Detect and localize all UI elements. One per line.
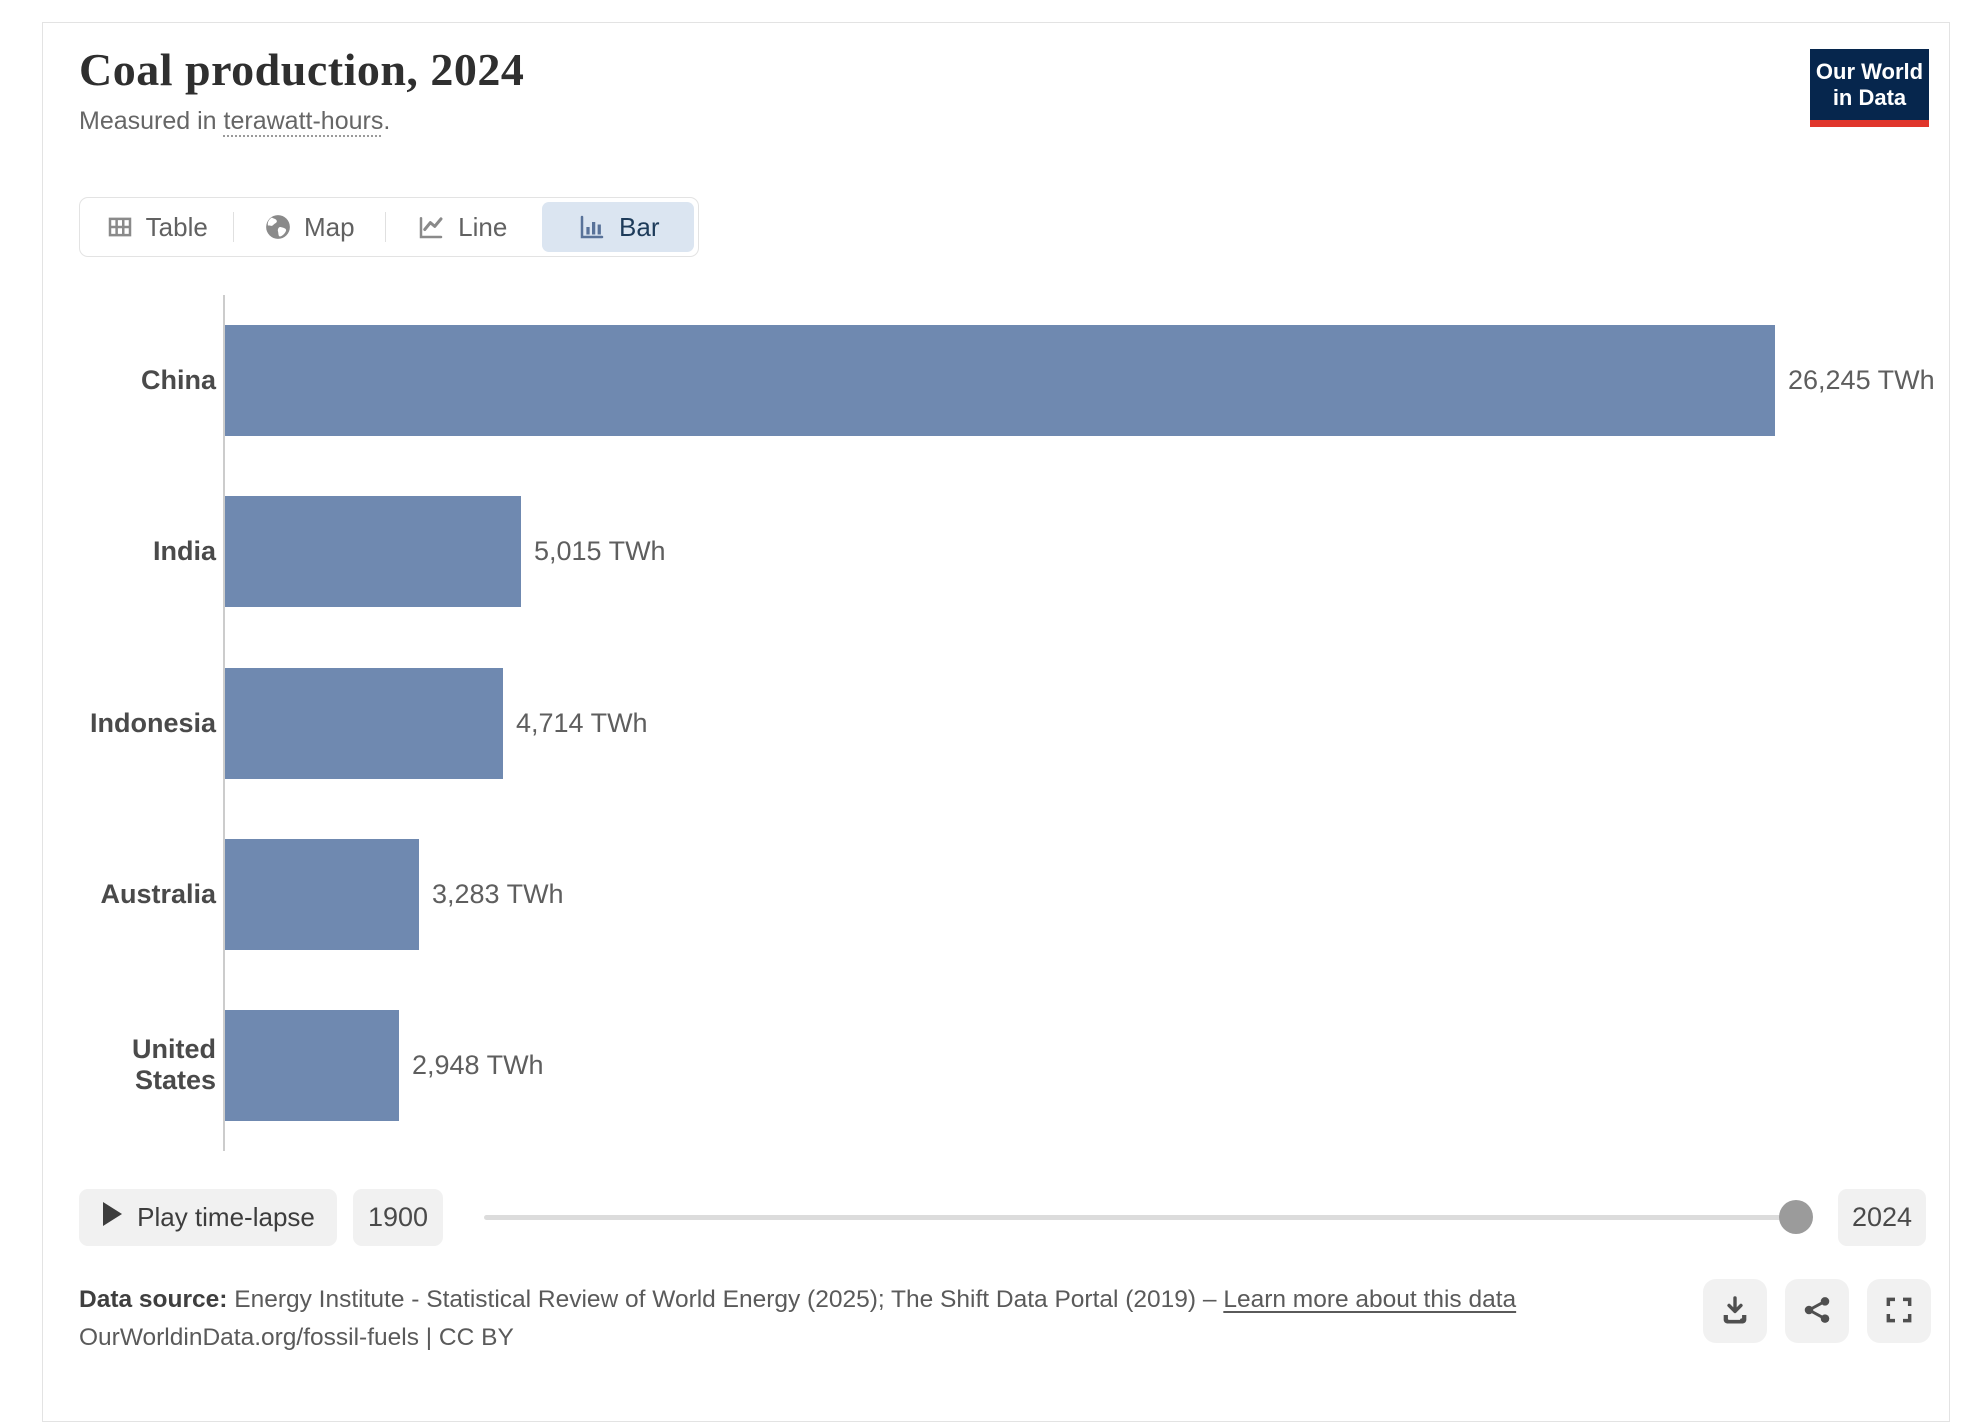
table-icon [105,212,135,242]
bar-area: 26,245 TWh [223,295,1935,467]
bar-value-label: 26,245 TWh [1788,365,1935,396]
tab-map[interactable]: Map [232,198,386,256]
source-text: Energy Institute - Statistical Review of… [227,1286,1224,1313]
download-icon [1718,1293,1752,1330]
owid-logo-line1: Our World [1815,58,1924,84]
bar-value-label: 4,714 TWh [516,707,648,738]
owid-logo-line2: in Data [1832,84,1907,110]
tab-table[interactable]: Table [80,198,233,256]
timeline-end-year[interactable]: 2024 [1838,1189,1926,1246]
category-label: Indonesia [89,707,216,738]
bar-value-label: 3,283 TWh [432,878,564,909]
share-icon [1801,1294,1833,1329]
tab-label: Bar [619,211,660,242]
subtitle-suffix: . [383,107,391,135]
bar-area: 5,015 TWh [223,466,1931,638]
fullscreen-icon [1883,1294,1915,1329]
subtitle-term-link[interactable]: terawatt-hours [223,107,384,135]
category-label: Australia [100,878,216,909]
bar-area: 2,948 TWh [223,979,1931,1152]
globe-icon [263,212,293,242]
share-button[interactable] [1785,1279,1849,1343]
bar-value-label: 5,015 TWh [534,536,666,567]
source-label: Data source: [79,1286,228,1313]
play-icon [101,1201,123,1234]
tab-label: Line [458,211,508,242]
bar-row: India 5,015 TWh [79,466,1931,638]
tab-label: Map [303,211,355,242]
view-tabbar: Table Map Line Bar [79,197,699,257]
bar-united-states[interactable] [225,1009,399,1121]
tab-line[interactable]: Line [385,198,538,256]
chart-card: Coal production, 2024 Measured in terawa… [42,22,1950,1422]
bar-row: China 26,245 TWh [79,295,1935,467]
timeline-controls: Play time-lapse 1900 2024 [43,1189,1949,1249]
bar-row: Indonesia 4,714 TWh [79,637,1931,809]
bar-row: United States 2,948 TWh [79,979,1931,1152]
chart-subtitle: Measured in terawatt-hours. [79,107,390,136]
category-label: India [152,536,216,567]
license-line: OurWorldinData.org/fossil-fuels | CC BY [79,1324,514,1351]
bar-value-label: 2,948 TWh [412,1049,544,1080]
timeline-slider-track[interactable] [484,1215,1796,1220]
bar-indonesia[interactable] [225,667,503,779]
bar-india[interactable] [225,496,521,608]
bar-chart-icon [576,212,608,242]
bar-chart: China 26,245 TWh India 5,015 TWh Indonesia 4,… [79,295,1935,1152]
fullscreen-button[interactable] [1867,1279,1931,1343]
source-footer: Data source: Energy Institute - Statisti… [79,1281,1659,1357]
source-line: Data source: Energy Institute - Statisti… [79,1281,1659,1319]
download-button[interactable] [1703,1279,1767,1343]
learn-more-link[interactable]: Learn more about this data [1223,1286,1517,1313]
play-timelapse-button[interactable]: Play time-lapse [79,1189,337,1246]
subtitle-prefix: Measured in [79,107,224,135]
action-buttons [1703,1279,1931,1343]
bar-row: Australia 3,283 TWh [79,808,1931,980]
tab-label: Table [145,211,208,242]
tab-bar[interactable]: Bar [541,202,694,252]
bar-area: 3,283 TWh [223,808,1931,980]
timeline-start-year[interactable]: 1900 [353,1189,443,1246]
line-chart-icon [415,212,447,242]
bar-china[interactable] [225,325,1775,437]
owid-logo[interactable]: Our World in Data [1810,49,1929,127]
timeline-slider-handle[interactable] [1779,1200,1813,1234]
bar-area: 4,714 TWh [223,637,1931,809]
bar-australia[interactable] [225,838,419,950]
category-label: China [140,365,216,396]
category-label: United States [132,1034,216,1096]
play-timelapse-label: Play time-lapse [137,1202,315,1232]
page-title: Coal production, 2024 [79,44,525,95]
